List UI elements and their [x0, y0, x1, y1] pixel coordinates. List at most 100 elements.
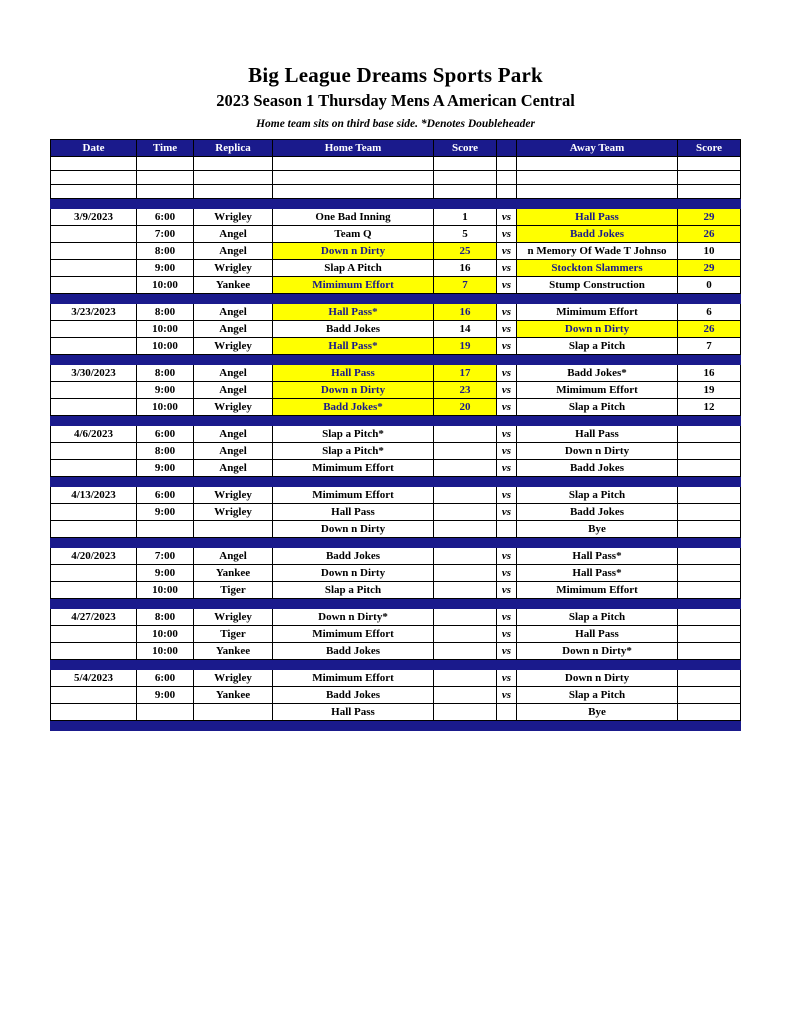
- cell-time: 10:00: [136, 336, 194, 355]
- cell-away-team: Hall Pass: [516, 207, 678, 226]
- cell-away-team: Down n Dirty: [516, 441, 678, 460]
- cell-time: 6:00: [136, 668, 194, 687]
- cell-replica: Angel: [193, 224, 273, 243]
- blank-cell: [677, 155, 741, 171]
- blank-cell: [433, 155, 497, 171]
- cell-away-team: Hall Pass*: [516, 546, 678, 565]
- document-header: Big League Dreams Sports Park 2023 Seaso…: [0, 0, 791, 130]
- cell-time: 10:00: [136, 397, 194, 416]
- cell-vs: vs: [496, 275, 517, 294]
- cell-away-team: Hall Pass*: [516, 563, 678, 582]
- cell-date: [50, 380, 137, 399]
- section-divider: [50, 658, 741, 670]
- cell-away-score: [677, 441, 741, 460]
- cell-home-team: Badd Jokes: [272, 546, 434, 565]
- cell-time: 10:00: [136, 275, 194, 294]
- cell-away-score: 29: [677, 258, 741, 277]
- cell-away-score: 7: [677, 336, 741, 355]
- section-divider-bar: [50, 292, 741, 304]
- cell-away-team: Mimimum Effort: [516, 302, 678, 321]
- cell-home-score: [433, 563, 497, 582]
- blank-cell: [496, 155, 517, 171]
- cell-time: 10:00: [136, 624, 194, 643]
- cell-home-score: [433, 519, 497, 538]
- cell-home-team: Hall Pass: [272, 363, 434, 382]
- cell-replica: Yankee: [193, 563, 273, 582]
- blank-cell: [516, 169, 678, 185]
- table-row: 9:00 Yankee Down n Dirty vs Hall Pass*: [50, 563, 741, 582]
- cell-replica: Angel: [193, 302, 273, 321]
- cell-away-score: 26: [677, 319, 741, 338]
- cell-time: 6:00: [136, 424, 194, 443]
- cell-replica: Wrigley: [193, 336, 273, 355]
- cell-home-score: 20: [433, 397, 497, 416]
- cell-date: 3/9/2023: [50, 207, 137, 226]
- table-row: 10:00 Tiger Slap a Pitch vs Mimimum Effort: [50, 580, 741, 599]
- cell-vs: [496, 702, 517, 721]
- cell-date: [50, 241, 137, 260]
- cell-home-score: 23: [433, 380, 497, 399]
- section-divider: [50, 536, 741, 548]
- cell-home-team: Team Q: [272, 224, 434, 243]
- cell-away-score: [677, 485, 741, 504]
- cell-replica: Angel: [193, 319, 273, 338]
- cell-vs: vs: [496, 607, 517, 626]
- cell-date: 3/30/2023: [50, 363, 137, 382]
- cell-replica: Angel: [193, 363, 273, 382]
- cell-away-team: Slap a Pitch: [516, 397, 678, 416]
- blank-cell: [496, 169, 517, 185]
- cell-home-score: 14: [433, 319, 497, 338]
- section-divider-bar: [50, 197, 741, 209]
- cell-replica: Angel: [193, 458, 273, 477]
- blank-cell: [50, 183, 137, 199]
- blank-cell: [50, 169, 137, 185]
- schedule-table: Date Time Replica Home Team Score Away Team Sc…: [50, 138, 741, 731]
- cell-time: 8:00: [136, 607, 194, 626]
- cell-away-score: [677, 607, 741, 626]
- cell-away-team: Badd Jokes: [516, 458, 678, 477]
- cell-home-team: Down n Dirty: [272, 563, 434, 582]
- cell-vs: vs: [496, 563, 517, 582]
- cell-home-score: [433, 580, 497, 599]
- cell-home-score: 17: [433, 363, 497, 382]
- cell-away-score: 0: [677, 275, 741, 294]
- table-row: 9:00 Yankee Badd Jokes vs Slap a Pitch: [50, 685, 741, 704]
- cell-date: 4/20/2023: [50, 546, 137, 565]
- cell-home-team: Hall Pass*: [272, 336, 434, 355]
- cell-time: 7:00: [136, 224, 194, 243]
- cell-vs: vs: [496, 668, 517, 687]
- cell-home-score: 5: [433, 224, 497, 243]
- cell-date: [50, 397, 137, 416]
- cell-home-team: Hall Pass: [272, 702, 434, 721]
- cell-replica: Angel: [193, 241, 273, 260]
- cell-away-score: 29: [677, 207, 741, 226]
- cell-home-score: 19: [433, 336, 497, 355]
- cell-replica: Angel: [193, 380, 273, 399]
- cell-replica: Tiger: [193, 624, 273, 643]
- cell-vs: vs: [496, 580, 517, 599]
- table-row: 9:00 Wrigley Hall Pass vs Badd Jokes: [50, 502, 741, 521]
- cell-home-team: Badd Jokes*: [272, 397, 434, 416]
- cell-home-team: Slap a Pitch*: [272, 424, 434, 443]
- cell-date: [50, 275, 137, 294]
- table-row: Hall Pass Bye: [50, 702, 741, 721]
- cell-vs: vs: [496, 224, 517, 243]
- section-divider: [50, 292, 741, 304]
- cell-replica: Angel: [193, 441, 273, 460]
- cell-home-score: [433, 607, 497, 626]
- table-row: 10:00 Tiger Mimimum Effort vs Hall Pass: [50, 624, 741, 643]
- cell-away-team: Slap a Pitch: [516, 607, 678, 626]
- table-row: 9:00 Angel Mimimum Effort vs Badd Jokes: [50, 458, 741, 477]
- table-body: 3/9/2023 6:00 Wrigley One Bad Inning 1 vs Hall…: [50, 155, 741, 731]
- blank-cell: [136, 169, 194, 185]
- cell-home-score: 16: [433, 302, 497, 321]
- cell-home-team: Mimimum Effort: [272, 458, 434, 477]
- cell-home-score: [433, 685, 497, 704]
- cell-away-score: [677, 563, 741, 582]
- cell-away-score: 12: [677, 397, 741, 416]
- cell-time: 10:00: [136, 580, 194, 599]
- cell-vs: vs: [496, 241, 517, 260]
- cell-date: [50, 224, 137, 243]
- blank-row: [50, 169, 741, 185]
